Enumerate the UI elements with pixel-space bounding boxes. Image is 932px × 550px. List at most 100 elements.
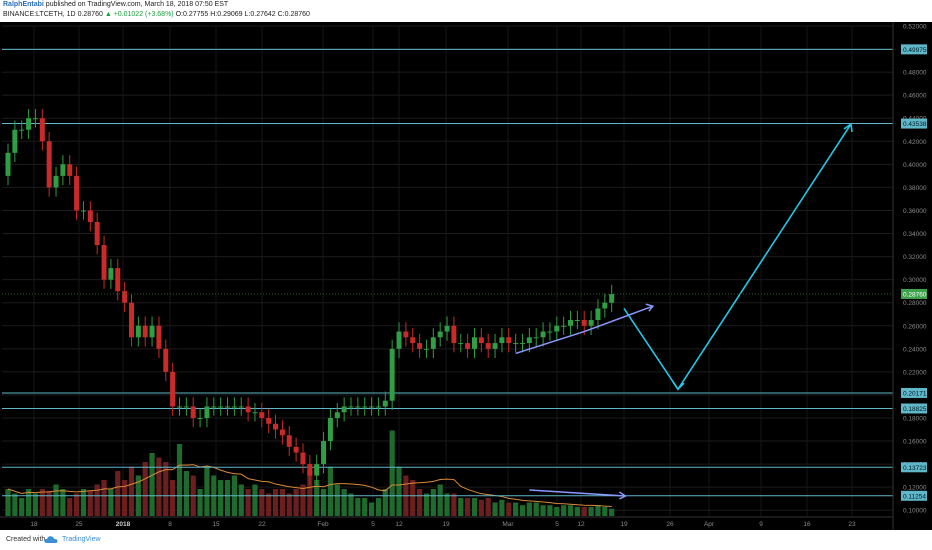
level-tag-label: 0.18825 bbox=[903, 406, 927, 413]
author-name[interactable]: RalphEntabi bbox=[3, 1, 44, 8]
volume-trendline[interactable] bbox=[529, 489, 626, 497]
volume-bar bbox=[307, 471, 313, 516]
candle-body bbox=[149, 325, 155, 338]
price-trend-arrow[interactable] bbox=[583, 305, 654, 333]
x-tick-label: 23 bbox=[848, 521, 856, 528]
level-tag bbox=[901, 387, 927, 398]
volume-bar bbox=[451, 493, 457, 516]
candle-body bbox=[478, 337, 484, 344]
volume-bar bbox=[320, 489, 327, 516]
volume-bar bbox=[53, 484, 59, 516]
quote-line: BINANCE:LTCETH, 1D 0.28760 ▲ +0.01022 (+… bbox=[3, 11, 310, 18]
close-label: C: bbox=[277, 11, 285, 18]
candle-body bbox=[355, 406, 361, 408]
publish-line: RalphEntabi published on TradingView.com… bbox=[3, 1, 228, 8]
price-trendline[interactable] bbox=[515, 330, 585, 355]
volume-bar bbox=[279, 489, 285, 516]
volume-bar bbox=[362, 498, 368, 516]
candle-body bbox=[609, 293, 615, 303]
volume-bar bbox=[355, 498, 361, 516]
y-tick-label: 0.38000 bbox=[903, 185, 927, 192]
volume-bar bbox=[567, 505, 574, 516]
y-tick-label: 0.18000 bbox=[903, 416, 927, 423]
volume-bar bbox=[25, 489, 32, 516]
volume-bar bbox=[218, 480, 224, 516]
level-tag-label: 0.49975 bbox=[903, 47, 927, 54]
candle-body bbox=[389, 348, 395, 401]
volume-bar bbox=[19, 498, 25, 516]
volume-bar bbox=[46, 490, 52, 516]
candle-body bbox=[5, 152, 11, 176]
volume-bar bbox=[368, 502, 375, 516]
volume-bar bbox=[581, 507, 587, 516]
candle-body bbox=[581, 320, 587, 326]
candle-body bbox=[101, 245, 107, 280]
volume-bar bbox=[87, 490, 93, 516]
volume-bar bbox=[122, 480, 128, 516]
candle-body bbox=[334, 412, 340, 418]
level-tag bbox=[901, 403, 927, 414]
volume-bar bbox=[506, 502, 512, 516]
volume-bar bbox=[533, 502, 539, 516]
x-tick-label: 16 bbox=[803, 521, 811, 528]
level-tag bbox=[901, 118, 927, 129]
candle-body bbox=[74, 175, 80, 211]
candle-body bbox=[94, 222, 100, 246]
volume-bar bbox=[204, 466, 210, 516]
candle-body bbox=[80, 210, 86, 212]
candle-body bbox=[437, 331, 443, 338]
level-tag-label: 0.13723 bbox=[903, 465, 927, 472]
x-tick-label: 2018 bbox=[116, 521, 131, 528]
candle-body bbox=[53, 175, 59, 188]
candle-body bbox=[67, 164, 73, 176]
last-price-tag bbox=[901, 288, 927, 299]
volume-bar bbox=[396, 466, 402, 516]
y-tick-label: 0.34000 bbox=[903, 231, 927, 238]
volume-bar bbox=[183, 471, 189, 516]
volume-bar bbox=[609, 508, 615, 516]
y-tick-label: 0.10000 bbox=[903, 508, 927, 515]
candle-body bbox=[513, 343, 519, 345]
y-tick-label: 0.26000 bbox=[903, 323, 927, 330]
tradingview-cloud-icon bbox=[44, 536, 58, 543]
open-value: 0.27755 bbox=[182, 11, 209, 18]
chart-canvas[interactable]: 0.520000.500000.480000.460000.440000.420… bbox=[0, 22, 932, 530]
volume-bar bbox=[252, 484, 258, 516]
high-value: 0.29069 bbox=[217, 11, 243, 18]
candle-body bbox=[252, 412, 258, 414]
projection-arrowhead bbox=[843, 122, 853, 133]
y-tick-label: 0.52000 bbox=[903, 24, 927, 31]
price-chart[interactable]: 0.520000.500000.480000.460000.440000.420… bbox=[0, 22, 932, 530]
volume-bar bbox=[458, 498, 464, 516]
candle-body bbox=[362, 406, 368, 408]
level-tag bbox=[901, 490, 927, 501]
tradingview-brand[interactable]: TradingView bbox=[62, 536, 101, 543]
volume-bar bbox=[513, 502, 519, 516]
volume-bar bbox=[334, 484, 340, 516]
candle-body bbox=[163, 348, 169, 372]
candle-body bbox=[218, 406, 224, 408]
candle-body bbox=[595, 308, 601, 320]
candle-body bbox=[108, 268, 114, 280]
high-label: H: bbox=[210, 11, 218, 18]
level-tag-label: 0.20171 bbox=[903, 390, 927, 397]
candle-body bbox=[273, 423, 279, 430]
x-tick-label: 12 bbox=[395, 521, 403, 528]
volume-bar bbox=[101, 480, 107, 516]
volume-bar bbox=[499, 499, 505, 516]
candle-body bbox=[115, 268, 121, 292]
volume-bar bbox=[602, 507, 608, 516]
volume-bar bbox=[478, 499, 484, 516]
y-tick-label: 0.32000 bbox=[903, 254, 927, 261]
candle-body bbox=[375, 406, 381, 408]
candle-body bbox=[60, 164, 66, 176]
candle-body bbox=[286, 435, 292, 447]
candle-body bbox=[225, 406, 231, 408]
candle-body bbox=[451, 325, 457, 344]
volume-bar bbox=[224, 480, 231, 516]
candle-body bbox=[183, 406, 189, 408]
candle-body bbox=[39, 118, 45, 142]
trend-arrowhead bbox=[645, 303, 655, 312]
chart-header: RalphEntabi published on TradingView.com… bbox=[0, 0, 932, 22]
volume-bar bbox=[561, 505, 567, 516]
